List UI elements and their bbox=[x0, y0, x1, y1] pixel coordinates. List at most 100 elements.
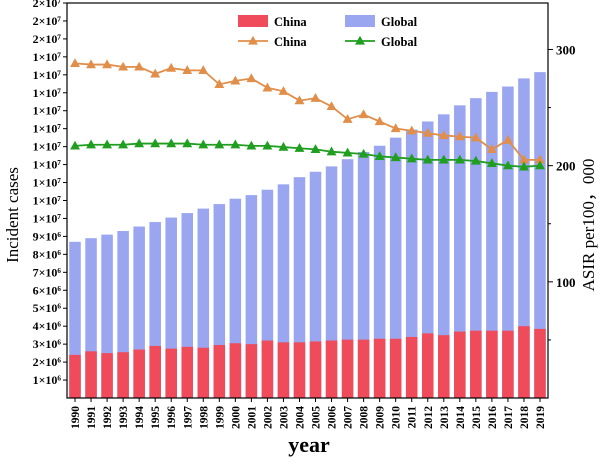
point-global-2005 bbox=[310, 144, 321, 154]
bar-china-2016 bbox=[486, 330, 498, 398]
y-tick-label: 1×10⁷ bbox=[33, 158, 62, 172]
x-tick-label-1997: 1997 bbox=[182, 406, 194, 429]
y-tick-label: 2×10⁷ bbox=[33, 14, 62, 28]
y-tick-label: 9×10⁶ bbox=[33, 229, 62, 243]
point-china-2003 bbox=[278, 86, 289, 95]
bar-global-2011 bbox=[405, 129, 418, 398]
point-china-2016 bbox=[486, 144, 497, 154]
x-tick-label-2003: 2003 bbox=[278, 406, 290, 429]
point-global-2006 bbox=[326, 146, 337, 156]
x-tick-label-2004: 2004 bbox=[294, 406, 306, 429]
bar-china-2001 bbox=[245, 344, 258, 398]
point-global-2010 bbox=[390, 152, 401, 162]
bar-global-2002 bbox=[261, 189, 274, 398]
point-china-2000 bbox=[230, 75, 241, 85]
bar-global-1997 bbox=[181, 213, 194, 398]
point-china-2005 bbox=[310, 93, 321, 102]
point-china-1999 bbox=[214, 79, 225, 88]
bar-global-2013 bbox=[438, 114, 450, 398]
legend-label-china-line: China bbox=[274, 35, 307, 49]
y-tick-label: 1×10⁷ bbox=[33, 194, 62, 208]
legend-label-global-line: Global bbox=[381, 35, 418, 49]
bar-global-1993 bbox=[117, 231, 129, 398]
x-tick-label-2005: 2005 bbox=[311, 406, 323, 429]
point-china-1991 bbox=[86, 59, 96, 69]
x-tick-label-2019: 2019 bbox=[535, 406, 547, 429]
y-tick-label: 5×10⁶ bbox=[33, 301, 62, 315]
y-tick-label: 2×10⁶ bbox=[33, 355, 62, 369]
point-china-2013 bbox=[438, 130, 449, 140]
point-china-1998 bbox=[198, 65, 209, 75]
y-tick-label: 1×10⁷ bbox=[33, 211, 62, 225]
y-tick-label: 1×10⁷ bbox=[33, 50, 62, 64]
bar-global-2003 bbox=[277, 184, 290, 398]
bar-global-2019 bbox=[534, 72, 546, 399]
bar-china-1995 bbox=[149, 345, 161, 398]
point-global-2004 bbox=[294, 143, 305, 152]
point-global-2009 bbox=[374, 151, 385, 160]
bar-global-2005 bbox=[309, 171, 322, 398]
x-tick-label-2009: 2009 bbox=[375, 406, 387, 429]
bar-china-2009 bbox=[373, 338, 386, 398]
y-tick-label: 1×10⁷ bbox=[33, 140, 62, 154]
bar-global-2000 bbox=[229, 198, 242, 398]
legend-swatch-china-bar bbox=[238, 15, 268, 27]
point-china-1994 bbox=[134, 61, 145, 71]
point-china-1990 bbox=[70, 58, 80, 68]
point-global-2012 bbox=[422, 154, 433, 164]
y-tick-label: 1×10⁷ bbox=[33, 104, 62, 118]
bar-china-2010 bbox=[389, 338, 402, 398]
y-tick-label: 2×10⁷ bbox=[33, 0, 62, 10]
bar-china-2004 bbox=[293, 342, 306, 398]
bar-china-2002 bbox=[261, 340, 274, 398]
point-global-1996 bbox=[166, 138, 177, 148]
bar-china-2006 bbox=[325, 340, 338, 398]
bar-global-2009 bbox=[373, 145, 386, 398]
x-tick-label-2000: 2000 bbox=[230, 406, 242, 429]
bar-china-1990 bbox=[69, 354, 81, 398]
axes-layer: 1×10⁶ 2×10⁶ 3×10⁶ 4×10⁶ 5×10⁶ 6×10⁶ 7×10⁶ 8×10⁶… bbox=[33, 0, 576, 429]
x-tick-label-2008: 2008 bbox=[359, 406, 371, 429]
y-tick-label: 1×10⁶ bbox=[33, 373, 62, 387]
x-tick-label-1999: 1999 bbox=[214, 406, 226, 429]
bar-global-2015 bbox=[470, 98, 482, 398]
x-tick-label-1992: 1992 bbox=[102, 406, 114, 429]
bar-china-1991 bbox=[85, 351, 97, 398]
point-global-2007 bbox=[342, 147, 353, 157]
point-china-1997 bbox=[182, 65, 193, 75]
x-tick-label-2016: 2016 bbox=[487, 406, 499, 429]
bar-china-2013 bbox=[438, 335, 450, 398]
x-tick-label-1996: 1996 bbox=[166, 406, 178, 429]
point-global-1993 bbox=[118, 139, 129, 149]
point-china-1993 bbox=[118, 61, 129, 71]
point-global-1994 bbox=[134, 138, 145, 148]
point-china-2015 bbox=[470, 132, 481, 142]
bar-china-2000 bbox=[229, 343, 242, 398]
y2-axis-title: ASIR per100，000 bbox=[579, 159, 598, 292]
point-china-1995 bbox=[150, 68, 161, 78]
bar-china-1998 bbox=[197, 347, 210, 398]
bar-china-2012 bbox=[421, 333, 434, 398]
point-global-2002 bbox=[262, 140, 273, 150]
bar-global-2007 bbox=[341, 159, 354, 398]
bar-china-1999 bbox=[213, 345, 226, 398]
lines-layer bbox=[70, 58, 545, 171]
bar-global-2014 bbox=[454, 105, 466, 398]
x-tick-label-2011: 2011 bbox=[407, 406, 419, 429]
bar-global-2012 bbox=[421, 121, 434, 398]
point-china-2011 bbox=[406, 125, 417, 135]
legend: China Global China Global bbox=[238, 15, 418, 49]
bar-china-2015 bbox=[470, 330, 482, 398]
bar-global-2010 bbox=[389, 137, 402, 398]
point-global-1991 bbox=[86, 139, 96, 149]
point-global-2000 bbox=[230, 139, 241, 149]
bar-global-2017 bbox=[502, 86, 514, 399]
point-global-2001 bbox=[246, 140, 257, 150]
legend-marker-china bbox=[248, 35, 258, 45]
bar-global-1992 bbox=[101, 234, 113, 398]
point-global-2019 bbox=[535, 160, 545, 170]
x-tick-label-2001: 2001 bbox=[246, 406, 258, 429]
point-china-2014 bbox=[454, 131, 465, 141]
